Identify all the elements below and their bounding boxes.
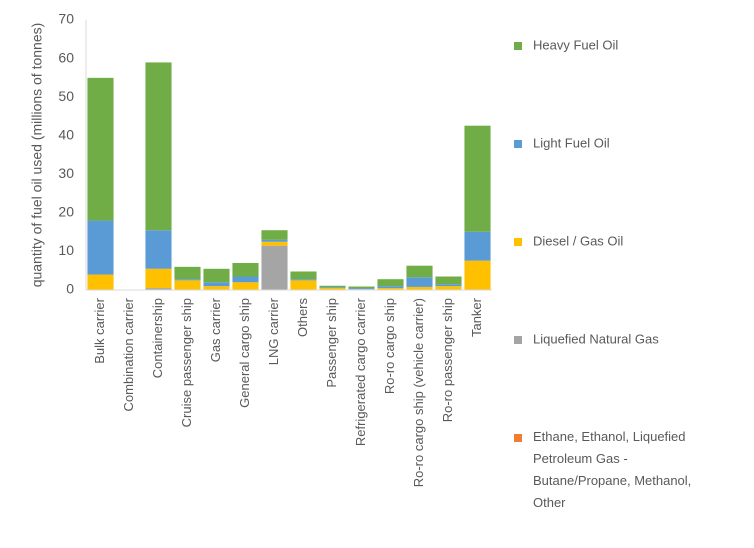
- bar-segment: [145, 268, 172, 289]
- legend-label: Liquefied Natural Gas: [533, 331, 659, 346]
- bar-segment: [232, 282, 259, 290]
- legend-label: Ethane, Ethanol, Liquefied Petroleum Gas …: [533, 429, 691, 510]
- legend-swatch: [514, 238, 522, 246]
- y-axis-label: quantity of fuel oil used (millions of t…: [29, 23, 45, 288]
- legend-label: Light Fuel Oil: [533, 135, 610, 150]
- bar-segment: [377, 286, 404, 289]
- bar-segment: [261, 230, 288, 240]
- bar-segment: [406, 286, 433, 290]
- bar-segment: [435, 284, 462, 287]
- legend-label-line: Other: [533, 495, 566, 510]
- y-tick-label: 70: [58, 11, 74, 27]
- x-tick-label: LNG carrier: [266, 297, 281, 365]
- x-tick-label: Gas carrier: [208, 297, 223, 362]
- bar-segment: [464, 260, 491, 290]
- bar-segment: [203, 286, 230, 290]
- bar-segment: [261, 241, 288, 246]
- x-tick-label: Ro-ro passenger ship: [440, 298, 455, 422]
- bar-segment: [348, 286, 375, 289]
- bar-segment: [377, 279, 404, 287]
- bar-segment: [464, 125, 491, 232]
- legend-label: Heavy Fuel Oil: [533, 37, 618, 52]
- bar-segment: [435, 276, 462, 285]
- legend-swatch: [514, 434, 522, 442]
- bar-segment: [261, 245, 288, 290]
- x-tick-label: Ro-ro cargo ship: [382, 298, 397, 394]
- bar-segment: [87, 77, 114, 221]
- bar-segment: [319, 287, 346, 289]
- legend-swatch: [514, 42, 522, 50]
- bar-segment: [435, 286, 462, 290]
- bar-segment: [87, 220, 114, 275]
- y-tick-label: 0: [66, 281, 74, 297]
- bar-segment: [232, 263, 259, 277]
- legend-label-line: Ethane, Ethanol, Liquefied: [533, 429, 686, 444]
- bar-segment: [406, 265, 433, 278]
- bar-segment: [203, 282, 230, 287]
- legend-label-line: Butane/Propane, Methanol,: [533, 473, 691, 488]
- bar-segment: [232, 276, 259, 283]
- bar-segment: [290, 271, 317, 280]
- bar-segment: [290, 279, 317, 281]
- y-tick-label: 20: [58, 204, 74, 220]
- x-tick-label: Passenger ship: [324, 298, 339, 388]
- bar-segment: [174, 280, 201, 290]
- bar-segment: [464, 231, 491, 261]
- bar-segment: [145, 62, 172, 231]
- y-tick-label: 60: [58, 49, 74, 65]
- bar-segment: [174, 266, 201, 280]
- bar-segment: [261, 239, 288, 242]
- bar-segment: [319, 288, 346, 290]
- y-tick-label: 40: [58, 126, 74, 142]
- x-tick-label: Bulk carrier: [92, 297, 107, 363]
- bar-segment: [174, 279, 201, 281]
- y-tick-label: 30: [58, 165, 74, 181]
- x-tick-label: Ro-ro cargo ship (vehicle carrier): [411, 298, 426, 487]
- bar-segment: [348, 288, 375, 290]
- bar-segment: [377, 288, 404, 290]
- bar-segment: [290, 280, 317, 290]
- bar-segment: [319, 285, 346, 288]
- legend-swatch: [514, 140, 522, 148]
- bar-segment: [87, 274, 114, 290]
- x-tick-label: Tanker: [469, 297, 484, 337]
- x-tick-label: Containership: [150, 298, 165, 378]
- x-tick-label: Combination carrier: [121, 297, 136, 411]
- legend-label-line: Petroleum Gas -: [533, 451, 628, 466]
- x-tick-label: Refrigerated cargo carrier: [353, 297, 368, 446]
- bar-segment: [203, 268, 230, 283]
- y-tick-label: 50: [58, 88, 74, 104]
- bar-segment: [406, 277, 433, 287]
- x-tick-label: Cruise passenger ship: [179, 298, 194, 427]
- x-tick-label: General cargo ship: [237, 298, 252, 408]
- legend-swatch: [514, 336, 522, 344]
- bar-segment: [145, 288, 172, 290]
- x-tick-label: Others: [295, 298, 310, 338]
- bar-segment: [145, 230, 172, 269]
- legend-label: Diesel / Gas Oil: [533, 233, 623, 248]
- y-tick-label: 10: [58, 242, 74, 258]
